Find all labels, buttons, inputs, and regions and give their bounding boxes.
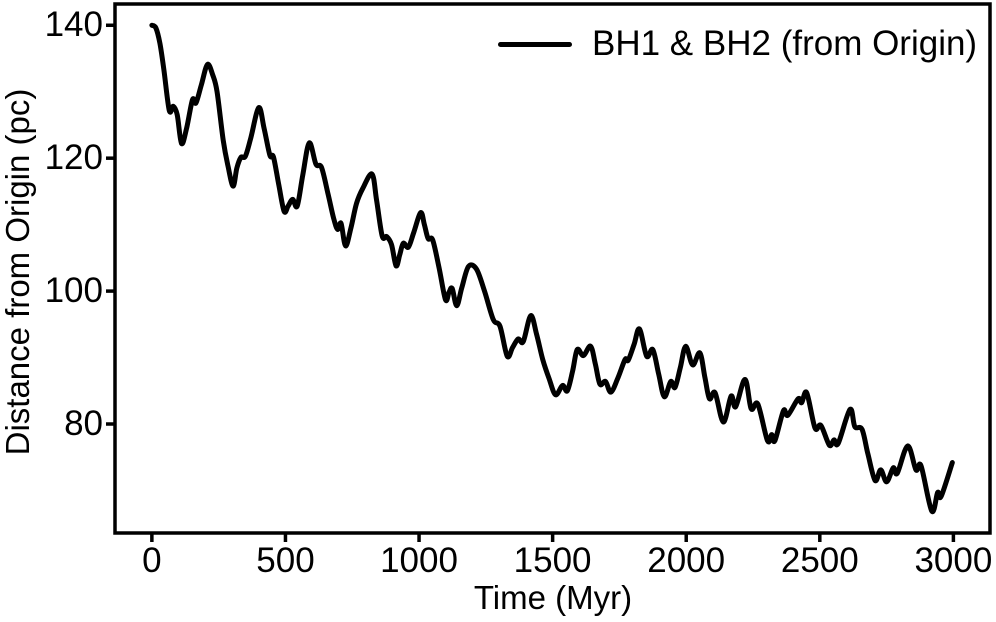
- x-tick-label: 1500: [513, 541, 592, 580]
- x-tick-label: 2000: [647, 541, 726, 580]
- legend: BH1 & BH2 (from Origin): [498, 24, 977, 64]
- legend-label: BH1 & BH2 (from Origin): [592, 24, 978, 63]
- y-tick-label: 80: [64, 404, 103, 443]
- y-tick-label: 100: [44, 271, 103, 311]
- x-tick-label: 0: [142, 541, 162, 580]
- data-line: [149, 22, 955, 515]
- x-axis-label: Time (Myr): [473, 579, 633, 616]
- axes-frame: [113, 2, 992, 535]
- x-tick-label: 3000: [914, 541, 993, 580]
- legend-line-swatch: [498, 41, 572, 47]
- y-tick-label: 140: [44, 5, 103, 45]
- x-tick-label: 500: [256, 541, 315, 580]
- y-tick-label: 120: [44, 138, 103, 178]
- x-tick-label: 2500: [780, 541, 859, 580]
- x-tick-label: 1000: [380, 541, 458, 580]
